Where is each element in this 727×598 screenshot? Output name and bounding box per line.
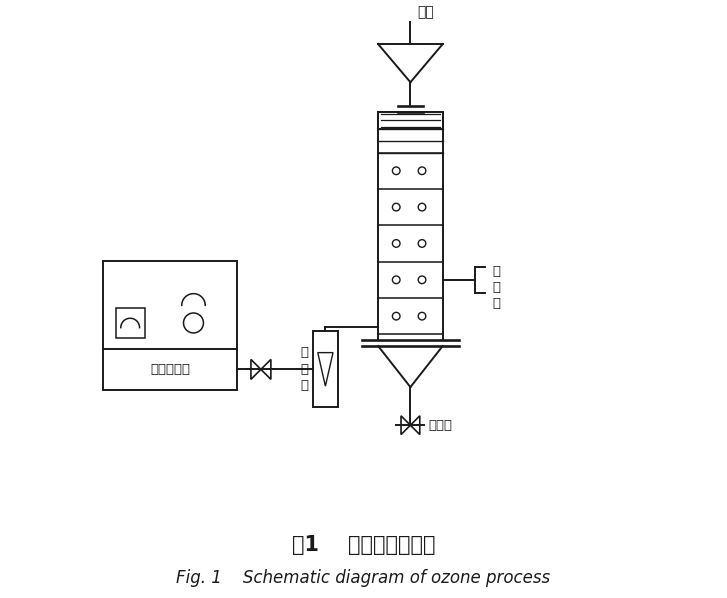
- Text: 流: 流: [300, 346, 308, 359]
- Text: Fig. 1    Schematic diagram of ozone process: Fig. 1 Schematic diagram of ozone proces…: [177, 569, 550, 587]
- Text: 阀: 阀: [492, 297, 500, 310]
- Polygon shape: [401, 416, 411, 435]
- Polygon shape: [261, 359, 271, 379]
- Bar: [378, 112, 443, 129]
- Bar: [313, 331, 338, 407]
- Polygon shape: [411, 416, 419, 435]
- Text: 计: 计: [300, 379, 308, 392]
- Text: 取: 取: [492, 264, 500, 277]
- Polygon shape: [251, 359, 261, 379]
- Text: 臭氧发生器: 臭氧发生器: [150, 363, 190, 376]
- Bar: [103, 261, 238, 390]
- Text: 尾气: 尾气: [417, 5, 434, 19]
- Text: 图1    臭氧装置示意图: 图1 臭氧装置示意图: [292, 535, 435, 556]
- Bar: [116, 308, 145, 338]
- Text: 样: 样: [492, 281, 500, 294]
- Text: 量: 量: [300, 363, 308, 376]
- Polygon shape: [318, 353, 333, 386]
- Text: 放空阀: 放空阀: [429, 419, 453, 432]
